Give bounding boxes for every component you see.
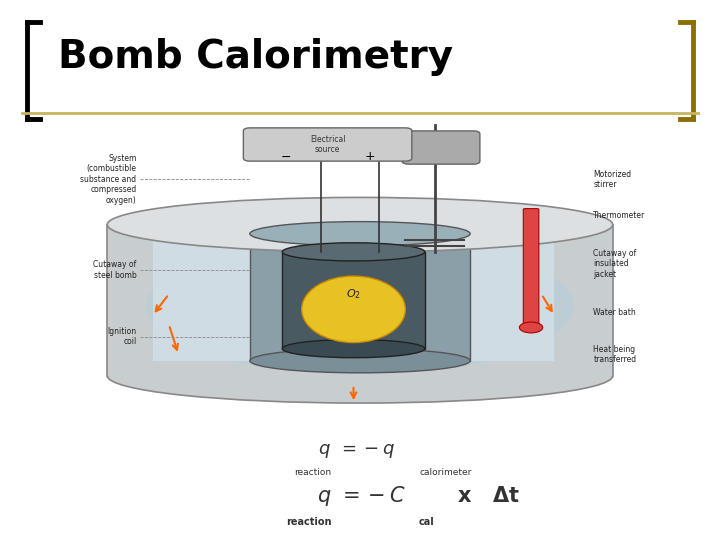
Text: $-$: $-$ (280, 150, 291, 163)
Text: System
(combustible
substance and
compressed
oxygen): System (combustible substance and compre… (81, 154, 137, 205)
Ellipse shape (282, 243, 425, 261)
Text: $q$: $q$ (318, 442, 331, 460)
Text: $= -C$: $= -C$ (338, 486, 406, 506)
FancyBboxPatch shape (402, 131, 480, 164)
Text: reaction: reaction (294, 468, 331, 477)
Ellipse shape (146, 238, 574, 374)
Text: $O_2$: $O_2$ (346, 287, 361, 301)
FancyBboxPatch shape (523, 208, 539, 325)
Text: Cutaway of
steel bomb: Cutaway of steel bomb (93, 260, 137, 280)
Ellipse shape (302, 276, 405, 342)
Text: Thermometer: Thermometer (593, 211, 646, 220)
FancyBboxPatch shape (250, 234, 470, 361)
Ellipse shape (107, 198, 613, 252)
Text: Bomb Calorimetry: Bomb Calorimetry (58, 38, 453, 76)
Text: $+$: $+$ (364, 150, 375, 163)
Text: Electrical
source: Electrical source (310, 135, 346, 154)
Text: $= -q$: $= -q$ (338, 442, 395, 460)
Ellipse shape (250, 221, 470, 246)
FancyBboxPatch shape (282, 252, 425, 349)
Circle shape (519, 322, 543, 333)
Ellipse shape (107, 349, 613, 403)
Text: x   $\mathbf{\Delta t}$: x $\mathbf{\Delta t}$ (443, 486, 521, 506)
Text: $q$: $q$ (317, 488, 331, 508)
Text: reaction: reaction (286, 517, 331, 527)
Text: Cutaway of
insulated
jacket: Cutaway of insulated jacket (593, 249, 636, 279)
Text: Heat being
transferred: Heat being transferred (593, 345, 636, 364)
Text: Ignition
coil: Ignition coil (107, 327, 137, 346)
FancyBboxPatch shape (243, 128, 412, 161)
Ellipse shape (282, 340, 425, 357)
Text: calorimeter: calorimeter (419, 468, 472, 477)
Ellipse shape (250, 349, 470, 373)
Text: Water bath: Water bath (593, 308, 636, 317)
FancyBboxPatch shape (153, 231, 554, 361)
Text: Motorized
stirrer: Motorized stirrer (593, 170, 631, 189)
Text: cal: cal (419, 517, 435, 527)
FancyBboxPatch shape (107, 225, 613, 376)
